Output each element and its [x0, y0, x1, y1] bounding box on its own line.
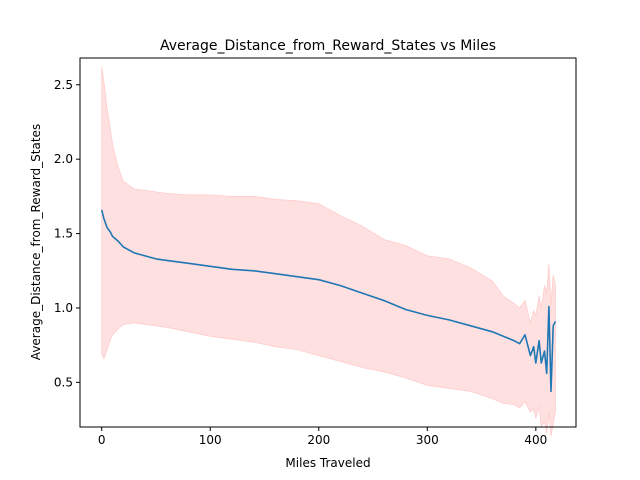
x-tick-label: 300 — [416, 433, 439, 447]
y-tick-label: 0.5 — [54, 375, 73, 389]
y-tick-label: 1.0 — [54, 301, 73, 315]
chart-title: Average_Distance_from_Reward_States vs M… — [160, 38, 496, 54]
x-tick-label: 200 — [307, 433, 330, 447]
series-line — [100, 209, 557, 393]
x-tick-label: 400 — [524, 433, 547, 447]
x-axis-ticks: 0 100 200 300 400 — [98, 427, 547, 447]
x-axis-label: Miles Traveled — [285, 456, 370, 470]
y-axis-ticks: 0.5 1.0 1.5 2.0 2.5 — [54, 78, 80, 389]
x-tick-label: 0 — [98, 433, 106, 447]
y-axis-label: Average_Distance_from_Reward_States — [29, 124, 43, 360]
x-tick-label: 100 — [199, 433, 222, 447]
y-tick-label: 1.5 — [54, 227, 73, 241]
confidence-band-layer — [101, 66, 556, 436]
plot-frame — [79, 57, 577, 428]
y-tick-label: 2.5 — [54, 78, 73, 92]
y-tick-label: 2.0 — [54, 152, 73, 166]
series-line-layer — [100, 209, 557, 393]
confidence-band — [101, 66, 556, 436]
